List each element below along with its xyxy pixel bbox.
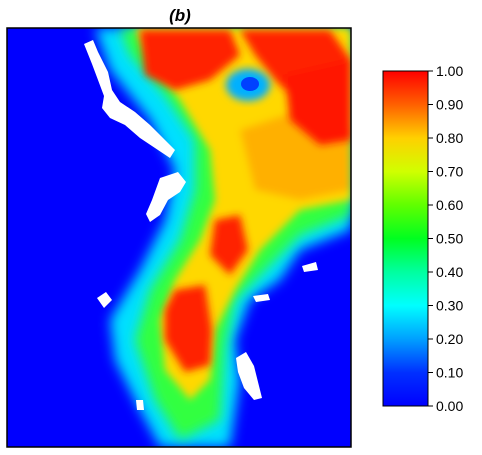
- chart-title: (b): [169, 6, 191, 25]
- colorbar-tick-label: 0.00: [436, 398, 463, 414]
- colorbar-tick-label: 0.80: [436, 130, 463, 146]
- plot-frame: [6, 27, 352, 448]
- heatmap-plot-area: [7, 28, 351, 447]
- colorbar-tick-label: 0.60: [436, 197, 463, 213]
- no-data-islands: [84, 40, 318, 410]
- colorbar-tick-label: 0.30: [436, 298, 463, 314]
- colorbar-tick-label: 0.20: [436, 331, 463, 347]
- colorbar-gradient: [382, 70, 429, 407]
- colorbar-tick-label: 1.00: [436, 63, 463, 79]
- colorbar-ticks: 0.00 0.10 0.20 0.30 0.40 0.50 0.60 0.70 0.80 0.90…: [428, 63, 463, 414]
- colorbar-tick-label: 0.40: [436, 264, 463, 280]
- colorbar-tick-label: 0.10: [436, 365, 463, 381]
- colorbar-tick-label: 0.70: [436, 164, 463, 180]
- field-depression-core: [241, 77, 259, 91]
- colorbar-tick-label: 0.50: [436, 231, 463, 247]
- colorbar: 0.00 0.10 0.20 0.30 0.40 0.50 0.60 0.70 0.80 0.90…: [382, 63, 463, 414]
- field-layer-peak: [140, 30, 351, 372]
- colorbar-tick-label: 0.90: [436, 97, 463, 113]
